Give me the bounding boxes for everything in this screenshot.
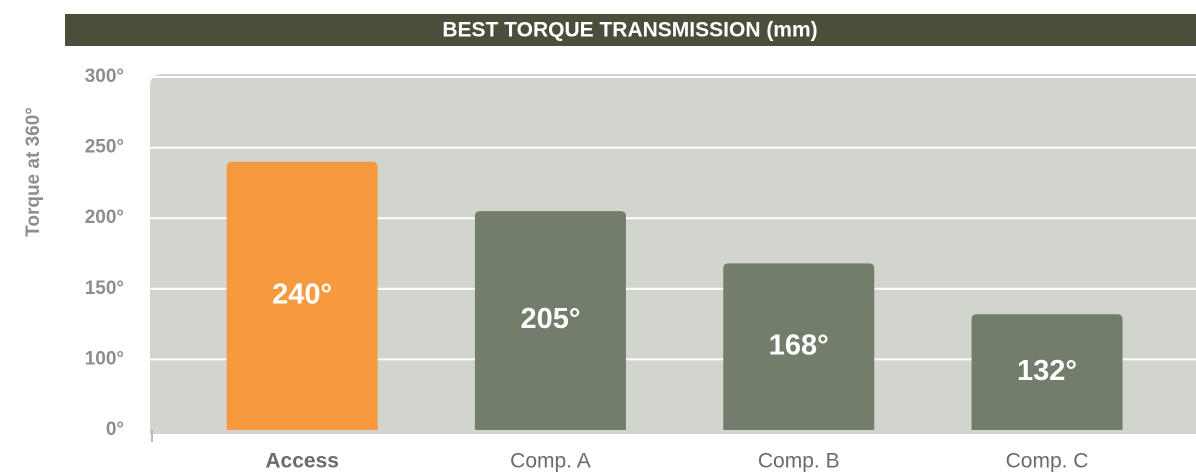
y-tick-label: 100° xyxy=(85,348,124,369)
y-tick-label: 300° xyxy=(85,66,124,87)
y-axis-label: Torque at 360° xyxy=(23,107,44,237)
value-label: 205° xyxy=(520,303,580,335)
value-label: 168° xyxy=(769,329,829,361)
bar xyxy=(723,263,875,430)
x-tick-label: Comp. A xyxy=(510,450,591,473)
x-tick-label: Comp. B xyxy=(758,450,840,473)
y-tick-label: 0° xyxy=(106,419,124,440)
bar xyxy=(971,314,1123,430)
x-tick-label: Access xyxy=(265,450,339,473)
bar xyxy=(474,211,626,430)
y-tick-label: 250° xyxy=(85,137,124,158)
value-label: 240° xyxy=(272,279,332,311)
bar xyxy=(226,161,378,430)
y-tick-label: 150° xyxy=(85,278,124,299)
plot-area xyxy=(150,74,1196,434)
title-bar xyxy=(65,14,1196,46)
x-tick-label: Comp. C xyxy=(1006,450,1089,473)
value-label: 132° xyxy=(1017,355,1077,387)
y-tick-label: 200° xyxy=(85,207,124,228)
chart-title: BEST TORQUE TRANSMISSION (mm) xyxy=(442,19,817,42)
